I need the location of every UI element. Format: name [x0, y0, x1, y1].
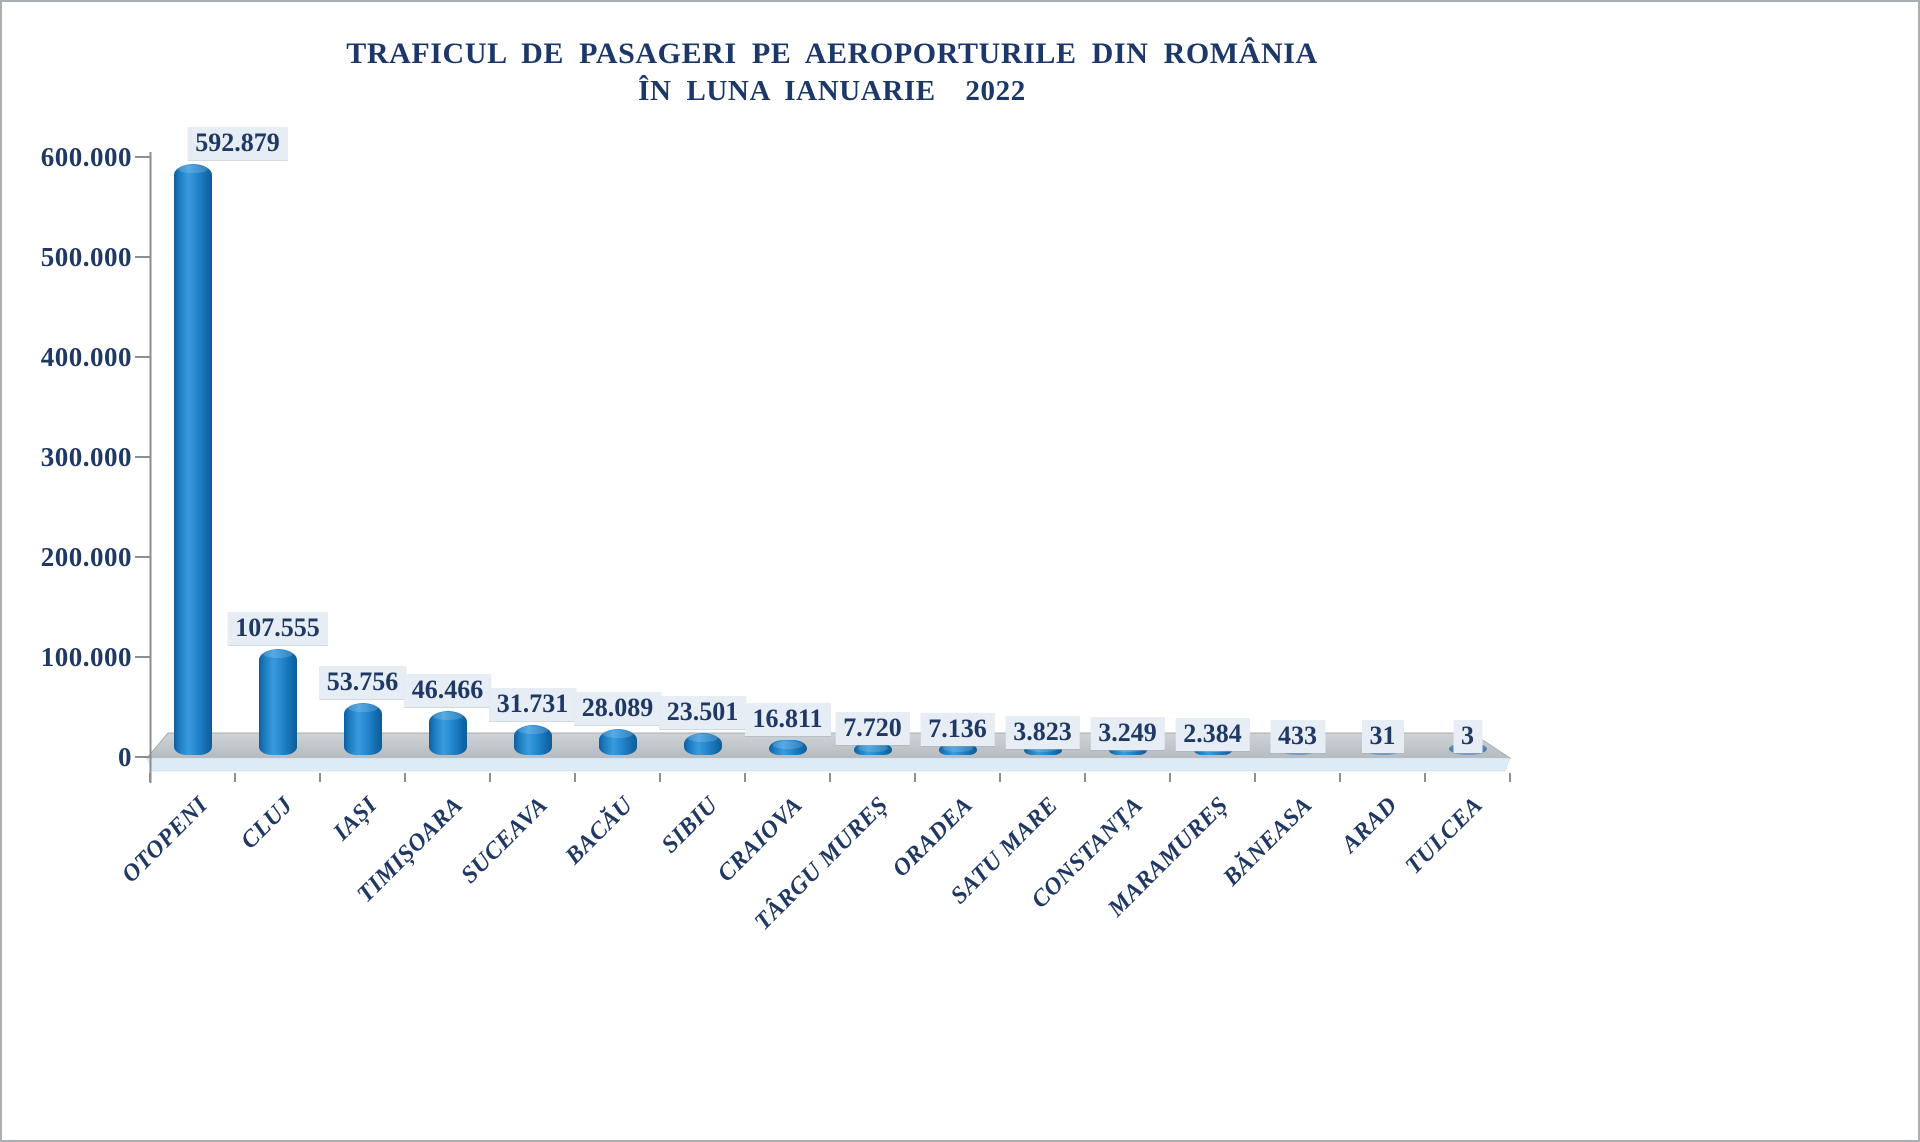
value-label: 31	[1361, 719, 1404, 753]
y-tick-label: 0	[118, 742, 132, 772]
chart-title: TRAFICUL DE PASAGERI PE AEROPORTURILE DI…	[346, 37, 1318, 70]
value-label: 7.720	[835, 712, 910, 746]
x-tick	[999, 773, 1001, 782]
value-label: 7.136	[920, 712, 995, 746]
value-label: 107.555	[227, 612, 328, 646]
value-label: 2.384	[1175, 717, 1250, 751]
y-tick-label: 300.000	[40, 442, 132, 472]
y-tick	[135, 556, 150, 558]
y-tick	[135, 756, 150, 758]
x-tick	[574, 773, 576, 782]
bar-craiova	[768, 740, 807, 755]
y-tick-label: 400.000	[40, 342, 132, 372]
y-tick-label: 100.000	[40, 642, 132, 672]
value-label: 53.756	[318, 666, 407, 700]
value-label: 16.811	[744, 703, 831, 737]
value-label: 31.731	[488, 688, 577, 722]
x-tick	[914, 773, 916, 782]
x-tick	[744, 773, 746, 782]
y-tick	[135, 256, 150, 258]
x-tick	[1084, 773, 1086, 782]
value-label: 3	[1453, 719, 1482, 753]
chart-subtitle: ÎN LUNA IANUARIE 2022	[638, 75, 1026, 107]
floor-front-face	[146, 757, 1511, 772]
value-label: 3.249	[1090, 716, 1165, 750]
x-tick	[319, 773, 321, 782]
y-tick	[135, 156, 150, 158]
y-tick-label: 200.000	[40, 542, 132, 572]
bar-oradea	[938, 743, 977, 755]
value-label: 433	[1270, 719, 1325, 753]
bar-bacău	[598, 728, 637, 755]
x-tick	[404, 773, 406, 782]
x-tick	[1509, 773, 1511, 782]
y-tick	[135, 356, 150, 358]
value-label: 23.501	[658, 696, 747, 730]
bar-cluj	[258, 649, 297, 755]
bar-târgu-mureș	[853, 743, 892, 755]
x-tick	[489, 773, 491, 782]
x-tick	[1254, 773, 1256, 782]
bar-otopeni	[173, 164, 212, 755]
x-tick	[234, 773, 236, 782]
x-tick	[1424, 773, 1426, 782]
bar-sibiu	[683, 733, 722, 755]
bar-iași	[343, 703, 382, 755]
value-label: 3.823	[1005, 716, 1080, 750]
bar-suceava	[513, 725, 552, 755]
x-tick	[829, 773, 831, 782]
y-tick-label: 600.000	[40, 142, 132, 172]
x-tick	[1169, 773, 1171, 782]
value-label: 46.466	[403, 673, 492, 707]
x-tick	[659, 773, 661, 782]
value-label: 592.879	[187, 127, 288, 161]
y-tick	[135, 656, 150, 658]
x-tick	[149, 773, 151, 782]
y-tick	[135, 456, 150, 458]
chart-title-block: TRAFICUL DE PASAGERI PE AEROPORTURILE DI…	[2, 36, 1662, 108]
x-tick	[1339, 773, 1341, 782]
y-tick-label: 500.000	[40, 242, 132, 272]
value-label: 28.089	[573, 691, 662, 725]
bar-timișoara	[428, 710, 467, 755]
